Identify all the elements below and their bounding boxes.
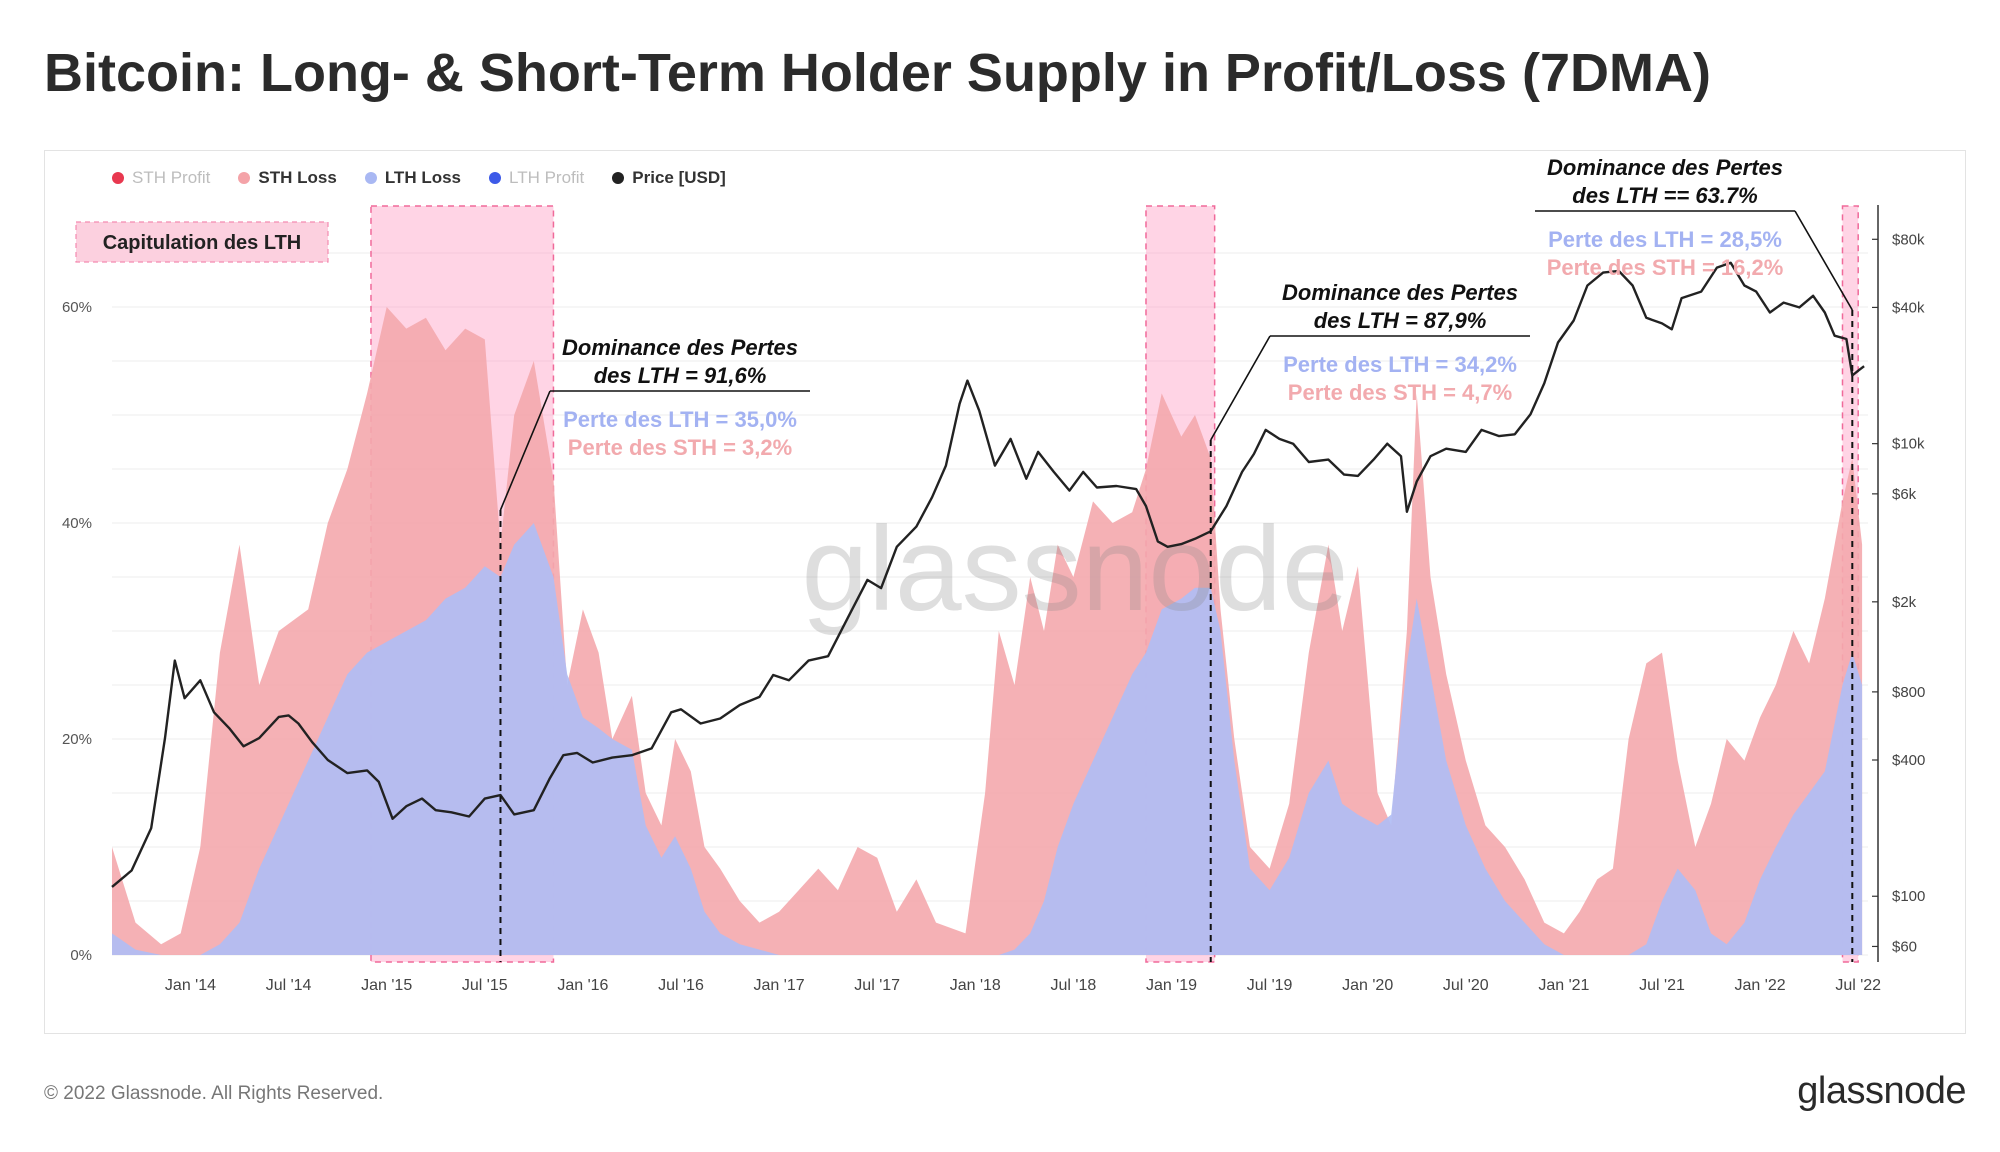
x-tick-label: Jan '20 — [1342, 977, 1393, 994]
y-right-tick-label: $100 — [1892, 888, 1925, 905]
y-right-tick-label: $800 — [1892, 684, 1925, 701]
capitulation-label-box: Capitulation des LTH — [75, 221, 329, 263]
copyright-footer: © 2022 Glassnode. All Rights Reserved. — [44, 1083, 384, 1104]
callout-leader — [1210, 335, 1271, 441]
x-tick-label: Jan '16 — [557, 977, 608, 994]
legend-item-sth-profit[interactable]: STH Profit — [112, 168, 210, 188]
y-left-tick-label: 40% — [62, 515, 92, 532]
callout-lth-loss: Perte des LTH = 35,0% — [563, 407, 797, 432]
x-tick-label: Jan '19 — [1146, 977, 1197, 994]
y-right-tick-label: $60 — [1892, 938, 1917, 955]
y-right-tick-label: $40k — [1892, 299, 1925, 316]
legend-label: LTH Profit — [509, 168, 585, 187]
callout-title-line1: Dominance des Pertes — [1282, 280, 1518, 305]
capitulation-label-text: Capitulation des LTH — [103, 232, 302, 254]
callout-title-line1: Dominance des Pertes — [1547, 155, 1783, 180]
y-right-tick-label: $6k — [1892, 486, 1917, 503]
y-left-tick-label: 60% — [62, 299, 92, 316]
x-tick-label: Jan '21 — [1538, 977, 1589, 994]
callout-sth-loss: Perte des STH = 4,7% — [1288, 380, 1512, 405]
callout-sth-loss: Perte des STH = 16,2% — [1547, 255, 1784, 280]
callout-3: Dominance des Pertes des LTH == 63.7% Pert… — [1535, 155, 1854, 962]
y-right-tick-label: $400 — [1892, 752, 1925, 769]
callout-lth-loss: Perte des LTH = 34,2% — [1283, 352, 1517, 377]
page-title: Bitcoin: Long- & Short-Term Holder Suppl… — [44, 43, 1711, 103]
y-left-tick-label: 0% — [70, 947, 92, 964]
lth-loss-area — [112, 523, 1863, 955]
y-right-tick-label: $10k — [1892, 436, 1925, 453]
legend-item-lth-loss[interactable]: LTH Loss — [364, 168, 461, 188]
callout-lth-loss: Perte des LTH = 28,5% — [1548, 227, 1782, 252]
x-tick-label: Jul '20 — [1443, 977, 1489, 994]
legend-label: LTH Loss — [384, 168, 461, 187]
callout-sth-loss: Perte des STH = 3,2% — [568, 435, 792, 460]
callout-2: Dominance des Pertes des LTH = 87,9% Perte… — [1209, 280, 1530, 962]
legend-label: STH Loss — [258, 168, 337, 187]
x-tick-label: Jan '22 — [1735, 977, 1786, 994]
x-tick-label: Jul '17 — [854, 977, 900, 994]
y-right-tick-label: $80k — [1892, 231, 1925, 248]
legend-dot-sth-loss — [238, 172, 251, 184]
callout-title-line2: des LTH = 87,9% — [1314, 308, 1487, 333]
brand-logo: glassnode — [1797, 1070, 1966, 1112]
legend-dot-sth-profit — [112, 172, 124, 184]
y-left-tick-label: 20% — [62, 731, 92, 748]
callout-1: Dominance des Pertes des LTH = 91,6% Perte… — [499, 335, 810, 962]
legend-label: Price [USD] — [632, 168, 726, 187]
watermark: glassnode — [801, 502, 1348, 636]
x-tick-label: Jul '15 — [462, 977, 508, 994]
legend-label: STH Profit — [132, 168, 211, 187]
legend-item-lth-profit[interactable]: LTH Profit — [489, 168, 584, 188]
legend-item-price[interactable]: Price [USD] — [612, 168, 726, 188]
y-right-tick-label: $2k — [1892, 594, 1917, 611]
legend-item-sth-loss[interactable]: STH Loss — [238, 168, 337, 188]
x-tick-label: Jan '18 — [950, 977, 1001, 994]
x-tick-label: Jan '17 — [754, 977, 805, 994]
chart-legend: STH Profit STH Loss LTH Loss LTH Profit … — [112, 168, 726, 188]
x-tick-label: Jan '14 — [165, 977, 216, 994]
callout-leader — [499, 390, 551, 511]
callout-title-line2: des LTH == 63.7% — [1572, 183, 1757, 208]
x-tick-label: Jul '18 — [1051, 977, 1097, 994]
x-tick-label: Jul '16 — [658, 977, 704, 994]
callout-title-line1: Dominance des Pertes — [562, 335, 798, 360]
callout-leader — [1794, 210, 1853, 311]
legend-dot-lth-profit — [489, 172, 501, 184]
callout-title-line2: des LTH = 91,6% — [594, 363, 767, 388]
x-tick-label: Jul '22 — [1835, 977, 1881, 994]
x-tick-label: Jul '21 — [1639, 977, 1685, 994]
legend-dot-price — [612, 172, 625, 184]
chart-frame — [44, 150, 1966, 1034]
legend-dot-lth-loss — [364, 172, 377, 184]
price-line — [111, 261, 1865, 888]
x-tick-label: Jan '15 — [361, 977, 412, 994]
x-tick-label: Jul '19 — [1247, 977, 1293, 994]
x-tick-label: Jul '14 — [266, 977, 312, 994]
capitulation-label-bg — [75, 221, 329, 263]
